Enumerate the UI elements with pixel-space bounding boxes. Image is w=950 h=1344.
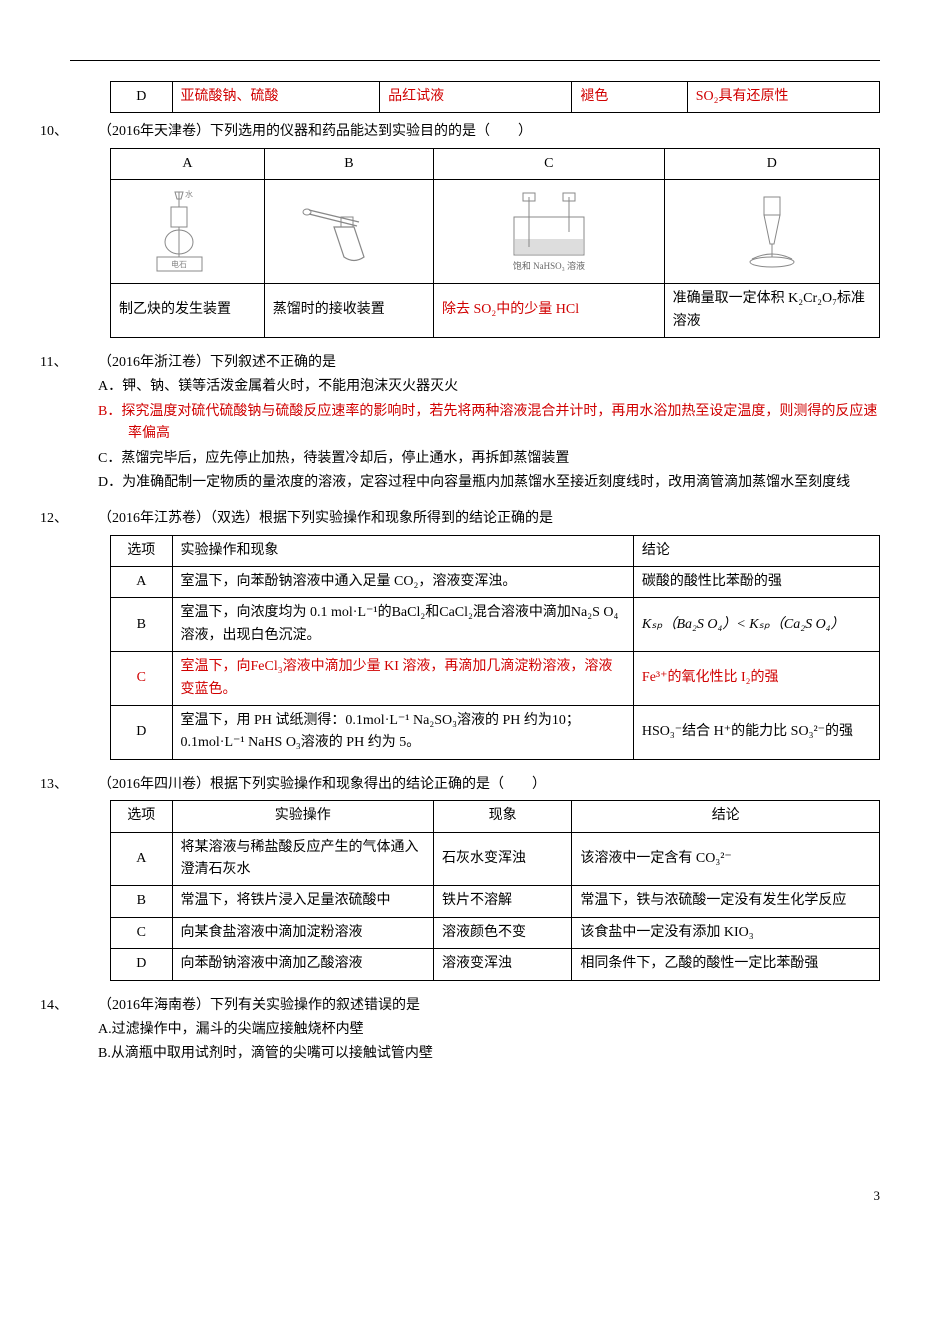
q12-h1: 选项: [111, 535, 173, 566]
q13-a-op: 将某溶液与稀盐酸反应产生的气体通入澄清石灰水: [172, 832, 433, 886]
q12-a-opt: A: [111, 567, 173, 598]
q12-d-op: 室温下，用 PH 试纸测得：0.1mol·L⁻¹ Na₂SO₃溶液的 PH 约为…: [172, 706, 633, 760]
q12-num: 12、: [70, 508, 98, 530]
q12-c-op: 室温下，向FeCl₃溶液中滴加少量 KI 溶液，再滴加几滴淀粉溶液，溶液变蓝色。: [172, 652, 633, 706]
q12-a-con: 碳酸的酸性比苯酚的强: [633, 567, 879, 598]
q12-text: （2016年江苏卷）（双选）根据下列实验操作和现象所得到的结论正确的是: [98, 511, 553, 526]
q13-num: 13、: [70, 774, 98, 796]
q13-c-ph: 溶液颜色不变: [433, 917, 571, 948]
q13-c-op: 向某食盐溶液中滴加淀粉溶液: [172, 917, 433, 948]
q10-cap-c: 除去 SO₂中的少量 HCl: [433, 284, 664, 338]
q11-opt-c: C．蒸馏完毕后，应先停止加热，待装置冷却后，停止通水，再拆卸蒸馏装置: [70, 448, 880, 470]
q10-h-d: D: [664, 148, 879, 179]
question-12: 12、（2016年江苏卷）（双选）根据下列实验操作和现象所得到的结论正确的是 选…: [70, 508, 880, 760]
q13-b-op: 常温下，将铁片浸入足量浓硫酸中: [172, 886, 433, 917]
cell-d: D: [111, 82, 173, 113]
q13-c-con: 该食盐中一定没有添加 KIO₃: [572, 917, 880, 948]
q14-num: 14、: [70, 995, 98, 1017]
question-14: 14、（2016年海南卷）下列有关实验操作的叙述错误的是 A.过滤操作中，漏斗的…: [70, 995, 880, 1066]
q13-d-op: 向苯酚钠溶液中滴加乙酸溶液: [172, 949, 433, 980]
label-dianshi: 电石: [171, 259, 187, 269]
q11-opt-a: A．钾、钠、镁等活泼金属着火时，不能用泡沫灭火器灭火: [70, 376, 880, 398]
q13-a-ph: 石灰水变浑浊: [433, 832, 571, 886]
q12-table: 选项 实验操作和现象 结论 A 室温下，向苯酚钠溶液中通入足量 CO₂，溶液变浑…: [110, 535, 880, 760]
q13-d-con: 相同条件下，乙酸的酸性一定比苯酚强: [572, 949, 880, 980]
cell-reagent: 亚硫酸钠、硫酸: [172, 82, 380, 113]
q12-b-opt: B: [111, 598, 173, 652]
q10-img-b: [264, 180, 433, 284]
question-13: 13、（2016年四川卷）根据下列实验操作和现象得出的结论正确的是（ ） 选项 …: [70, 774, 880, 981]
cell-phenom: 褪色: [572, 82, 687, 113]
q10-num: 10、: [70, 121, 98, 143]
q13-h3: 现象: [433, 801, 571, 832]
q10-text: （2016年天津卷）下列选用的仪器和药品能达到实验目的的是（ ）: [98, 124, 532, 139]
q10-cap-d: 准确量取一定体积 K₂Cr₂O₇标准溶液: [664, 284, 879, 338]
q13-h1: 选项: [111, 801, 173, 832]
q13-a-opt: A: [111, 832, 173, 886]
q10-img-a: 电石 水: [111, 180, 265, 284]
svg-text:水: 水: [185, 189, 193, 199]
q14-opt-b: B.从滴瓶中取用试剂时，滴管的尖嘴可以接触试管内壁: [70, 1043, 880, 1065]
q-top-table: D 亚硫酸钠、硫酸 品红试液 褪色 SO₂具有还原性: [110, 81, 880, 113]
q10-img-d: [664, 180, 879, 284]
cell-indicator: 品红试液: [380, 82, 572, 113]
top-rule: [70, 60, 880, 61]
q13-a-con: 该溶液中一定含有 CO₃²⁻: [572, 832, 880, 886]
q10-img-c: 饱和 NaHSO₃ 溶液: [433, 180, 664, 284]
page-number: 3: [70, 1186, 880, 1207]
q13-b-con: 常温下，铁与浓硫酸一定没有发生化学反应: [572, 886, 880, 917]
q13-b-opt: B: [111, 886, 173, 917]
q12-d-opt: D: [111, 706, 173, 760]
q12-b-op: 室温下，向浓度均为 0.1 mol·L⁻¹的BaCl₂和CaCl₂混合溶液中滴加…: [172, 598, 633, 652]
q12-c-con: Fe³⁺的氧化性比 I₂的强: [633, 652, 879, 706]
q11-text: （2016年浙江卷）下列叙述不正确的是: [98, 355, 336, 370]
q11-opt-b: B．探究温度对硫代硫酸钠与硫酸反应速率的影响时，若先将两种溶液混合并计时，再用水…: [70, 401, 880, 446]
q13-h2: 实验操作: [172, 801, 433, 832]
q12-b-con: Kₛₚ（Ba₂S O₄）< Kₛₚ（Ca₂S O₄）: [633, 598, 879, 652]
q12-c-opt: C: [111, 652, 173, 706]
q13-table: 选项 实验操作 现象 结论 A 将某溶液与稀盐酸反应产生的气体通入澄清石灰水 石…: [110, 800, 880, 980]
q10-h-b: B: [264, 148, 433, 179]
q12-h3: 结论: [633, 535, 879, 566]
q10-table: A B C D 电石 水: [110, 148, 880, 338]
q14-opt-a: A.过滤操作中，漏斗的尖端应接触烧杯内壁: [70, 1019, 880, 1041]
cell-concl: SO₂具有还原性: [687, 82, 879, 113]
q13-b-ph: 铁片不溶解: [433, 886, 571, 917]
q13-text: （2016年四川卷）根据下列实验操作和现象得出的结论正确的是（ ）: [98, 777, 546, 792]
q13-d-ph: 溶液变浑浊: [433, 949, 571, 980]
q10-cap-b: 蒸馏时的接收装置: [264, 284, 433, 338]
label-nahso3: 饱和 NaHSO₃ 溶液: [513, 260, 585, 271]
q10-h-a: A: [111, 148, 265, 179]
q10-cap-a: 制乙炔的发生装置: [111, 284, 265, 338]
q11-opt-d: D．为准确配制一定物质的量浓度的溶液，定容过程中向容量瓶内加蒸馏水至接近刻度线时…: [70, 472, 880, 494]
q12-h2: 实验操作和现象: [172, 535, 633, 566]
q14-text: （2016年海南卷）下列有关实验操作的叙述错误的是: [98, 998, 420, 1013]
q10-h-c: C: [433, 148, 664, 179]
q12-d-con: HSO₃⁻结合 H⁺的能力比 SO₃²⁻的强: [633, 706, 879, 760]
q13-h4: 结论: [572, 801, 880, 832]
q12-a-op: 室温下，向苯酚钠溶液中通入足量 CO₂，溶液变浑浊。: [172, 567, 633, 598]
q13-c-opt: C: [111, 917, 173, 948]
q13-d-opt: D: [111, 949, 173, 980]
question-10: 10、（2016年天津卷）下列选用的仪器和药品能达到实验目的的是（ ） A B …: [70, 121, 880, 338]
q11-num: 11、: [70, 352, 98, 374]
question-11: 11、（2016年浙江卷）下列叙述不正确的是 A．钾、钠、镁等活泼金属着火时，不…: [70, 352, 880, 494]
